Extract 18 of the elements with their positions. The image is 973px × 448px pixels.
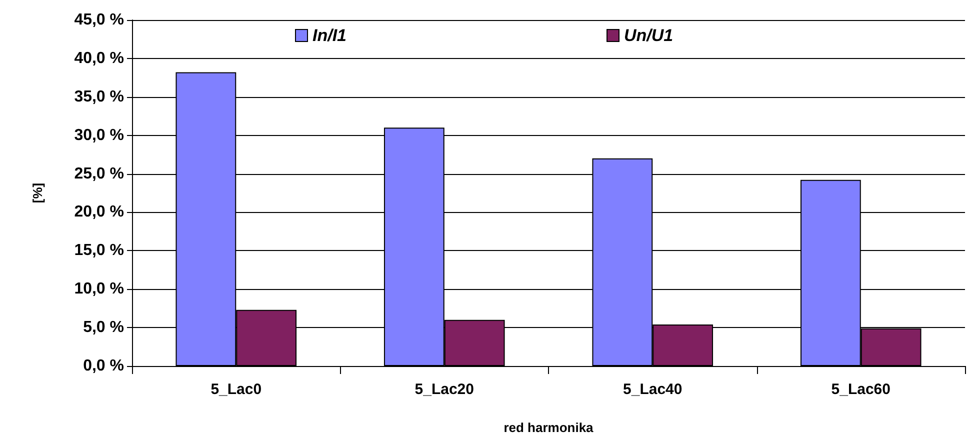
x-axis-title: red harmonika [504,420,594,435]
y-tick-label: 45,0 % [74,12,124,28]
y-tick-label: 15,0 % [74,242,124,260]
y-tick-label: 0,0 % [83,358,124,374]
y-tick-label: 5,0 % [83,319,124,336]
y-axis-title: [%] [30,182,45,204]
y-tick-label: 10,0 % [74,280,124,298]
y-tick-label: 30,0 % [74,126,124,144]
legend-label: In/I1 [312,26,347,45]
legend-label: Un/U1 [624,26,674,45]
x-tick-label: 5_Lac0 [210,381,262,398]
x-tick-label: 5_Lac40 [623,381,682,398]
x-tick-label: 5_Lac60 [831,381,890,398]
y-tick-label: 35,0 % [74,88,124,106]
y-tick-label: 25,0 % [74,165,124,182]
y-tick-label: 40,0 % [74,50,124,67]
x-tick-label: 5_Lac20 [414,381,474,398]
y-tick-label: 20,0 % [74,204,124,221]
